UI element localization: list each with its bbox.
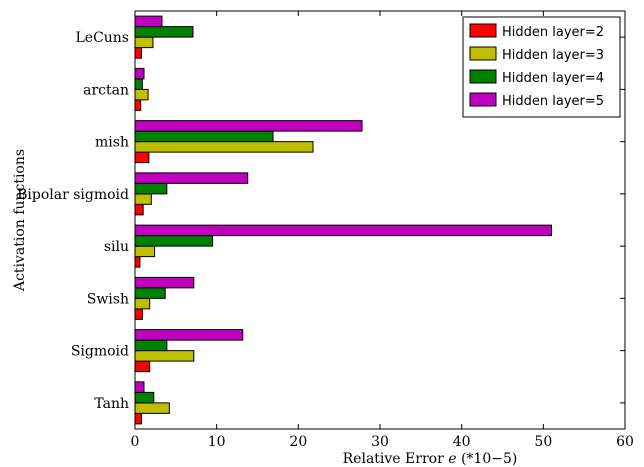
y-axis-title: Activation functions bbox=[12, 149, 28, 292]
bar-mish-series-4 bbox=[134, 120, 363, 132]
bar-tanh-series-4 bbox=[134, 381, 145, 393]
bar-arctan-series-2 bbox=[134, 88, 149, 101]
bar-lecuns-series-2 bbox=[134, 36, 154, 49]
x-tick-label: 60 bbox=[616, 434, 634, 450]
bar-sigmoid-series-3 bbox=[134, 339, 168, 352]
bar-mish-series-1 bbox=[134, 151, 150, 164]
x-axis-title: Relative Error e (*10−5) bbox=[343, 451, 518, 467]
bar-lecuns-series-3 bbox=[134, 26, 194, 38]
bar-bipolar-sigmoid-series-3 bbox=[134, 182, 168, 195]
x-tick-label: 0 bbox=[131, 434, 140, 450]
y-tick-label: Sigmoid bbox=[71, 344, 129, 360]
y-tick-label: mish bbox=[95, 135, 129, 151]
bar-lecuns-series-4 bbox=[134, 15, 163, 28]
plot-frame bbox=[134, 10, 626, 430]
legend-label: Hidden layer=2 bbox=[502, 25, 604, 40]
legend-label: Hidden layer=3 bbox=[502, 48, 604, 63]
bar-arctan-series-1 bbox=[134, 99, 142, 111]
bar-arctan-series-4 bbox=[134, 67, 145, 80]
bar-mish-series-2 bbox=[134, 141, 314, 153]
bar-silu-series-2 bbox=[134, 245, 156, 258]
x-axis-title-unit: (*10−5) bbox=[461, 451, 517, 467]
x-axis-title-label: Relative Error bbox=[343, 451, 444, 467]
bar-mish-series-3 bbox=[134, 130, 274, 143]
bar-tanh-series-2 bbox=[134, 402, 170, 414]
bar-lecuns-series-1 bbox=[134, 47, 143, 59]
bar-swish-series-3 bbox=[134, 287, 166, 299]
x-axis-title-variable: e bbox=[448, 451, 456, 467]
bar-sigmoid-series-4 bbox=[134, 329, 244, 341]
bar-bipolar-sigmoid-series-2 bbox=[134, 193, 152, 205]
legend: Hidden layer=2 Hidden layer=3 Hidden layer… bbox=[462, 16, 621, 118]
y-tick-label: Swish bbox=[87, 291, 129, 307]
y-tick-label: silu bbox=[104, 239, 129, 255]
x-tick-label: 20 bbox=[289, 434, 307, 450]
legend-label: Hidden layer=5 bbox=[502, 94, 604, 109]
bar-sigmoid-series-1 bbox=[134, 360, 151, 373]
bar-swish-series-1 bbox=[134, 308, 143, 320]
bar-swish-series-4 bbox=[134, 276, 195, 289]
x-tick-label: 30 bbox=[371, 434, 389, 450]
bar-tanh-series-1 bbox=[134, 412, 143, 425]
bar-bipolar-sigmoid-series-4 bbox=[134, 172, 249, 184]
y-axis-ticks: LeCuns arctan mish Bipolar sigmoid silu Swish… bbox=[17, 30, 625, 412]
bar-tanh-series-3 bbox=[134, 391, 155, 404]
x-tick-label: 40 bbox=[453, 434, 471, 450]
bar-sigmoid-series-2 bbox=[134, 350, 195, 362]
bar-silu-series-4 bbox=[134, 224, 552, 237]
y-tick-label: LeCuns bbox=[75, 30, 129, 46]
bar-silu-series-1 bbox=[134, 256, 141, 268]
y-tick-label: Tanh bbox=[94, 396, 129, 412]
bar-silu-series-3 bbox=[134, 235, 214, 247]
y-tick-label: arctan bbox=[83, 82, 129, 98]
legend-swatch bbox=[469, 23, 497, 38]
bars-group bbox=[134, 15, 552, 425]
legend-swatch bbox=[469, 46, 497, 61]
y-tick-label: Bipolar sigmoid bbox=[17, 187, 129, 203]
bar-swish-series-2 bbox=[134, 297, 151, 310]
x-tick-label: 50 bbox=[534, 434, 552, 450]
x-axis-ticks: 0 10 20 30 40 50 60 bbox=[131, 11, 634, 450]
bar-bipolar-sigmoid-series-1 bbox=[134, 203, 144, 216]
x-tick-label: 10 bbox=[208, 434, 226, 450]
legend-swatch bbox=[469, 69, 497, 84]
bar-arctan-series-3 bbox=[134, 78, 143, 90]
legend-swatch bbox=[469, 92, 497, 107]
legend-label: Hidden layer=4 bbox=[502, 71, 604, 86]
